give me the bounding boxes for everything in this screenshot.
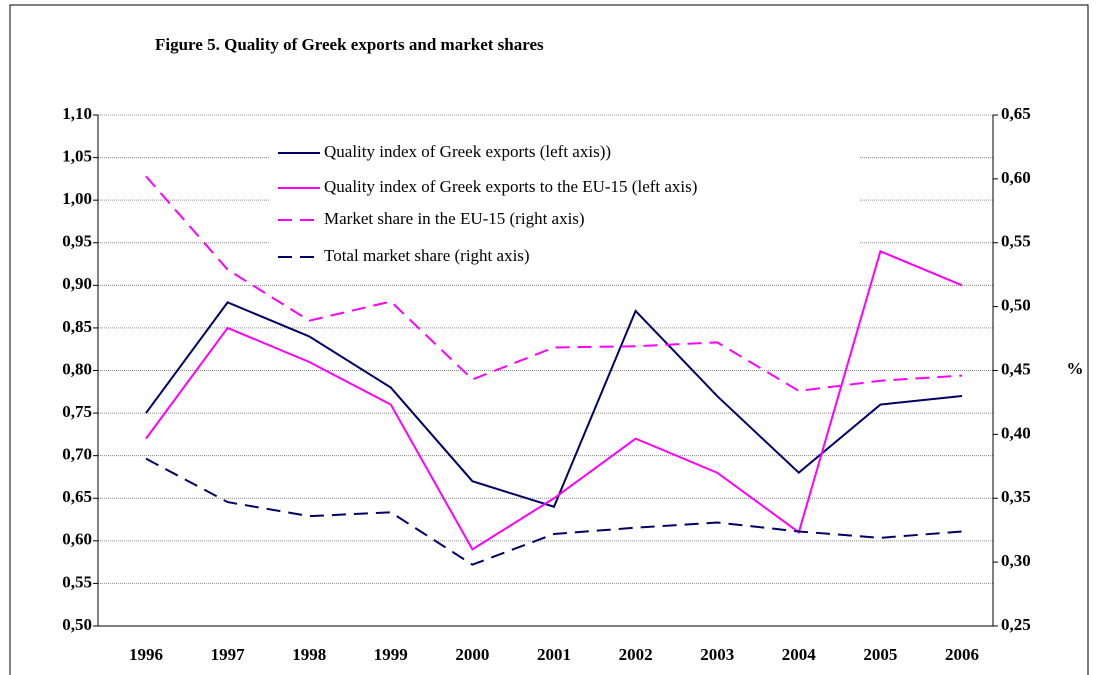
frame xyxy=(9,4,1089,675)
y-tick-label: 0,50 xyxy=(62,615,92,634)
series-line xyxy=(145,175,963,392)
y-tick-label: 1,10 xyxy=(62,104,92,123)
legend-label: Market share in the EU-15 (right axis) xyxy=(324,209,585,228)
y2-tick-label: 0,65 xyxy=(1001,104,1031,123)
y-tick-label: 0,75 xyxy=(62,402,92,421)
y2-tick-label: 0,45 xyxy=(1001,359,1031,378)
x-tick-label: 1998 xyxy=(292,645,326,664)
y2-tick-label: 0,55 xyxy=(1001,232,1031,251)
x-tick-label: 2000 xyxy=(455,645,489,664)
x-tick-label: 1999 xyxy=(374,645,408,664)
legend-label: Total market share (right axis) xyxy=(324,246,530,265)
y-tick-label: 0,85 xyxy=(62,317,92,336)
y2-tick-label: 0,50 xyxy=(1001,296,1031,315)
y-tick-label: 0,95 xyxy=(62,232,92,251)
x-tick-label: 2003 xyxy=(700,645,734,664)
y-tick-label: 1,00 xyxy=(62,189,92,208)
y-tick-label: 0,60 xyxy=(62,530,92,549)
x-tick-label: 2005 xyxy=(863,645,897,664)
series-line xyxy=(145,301,963,508)
x-tick-label: 2001 xyxy=(537,645,571,664)
y2-tick-label: 0,35 xyxy=(1001,487,1031,506)
y2-tick-label: 0,40 xyxy=(1001,423,1031,442)
y2-tick-label: 0,60 xyxy=(1001,168,1031,187)
y2-tick-label: 0,25 xyxy=(1001,615,1031,634)
y2-tick-label: 0,30 xyxy=(1001,551,1031,570)
y-tick-label: 0,70 xyxy=(62,445,92,464)
legend-box xyxy=(270,138,860,272)
y-tick-label: 1,05 xyxy=(62,146,92,165)
x-tick-label: 1996 xyxy=(129,645,163,664)
x-tick-label: 2002 xyxy=(619,645,653,664)
y-tick-label: 0,55 xyxy=(62,572,92,591)
y-tick-label: 0,65 xyxy=(62,487,92,506)
series-line xyxy=(145,249,963,551)
chart-title: Figure 5. Quality of Greek exports and m… xyxy=(155,35,544,54)
y-tick-label: 0,90 xyxy=(62,274,92,293)
legend-label: Quality index of Greek exports (left axi… xyxy=(324,142,611,161)
series-line xyxy=(145,457,963,566)
x-tick-label: 2006 xyxy=(945,645,979,664)
legend-label: Quality index of Greek exports to the EU… xyxy=(324,177,697,196)
x-tick-label: 1997 xyxy=(211,645,246,664)
y2-axis-label: % xyxy=(1067,359,1084,378)
x-tick-label: 2004 xyxy=(782,645,817,664)
y-tick-label: 0,80 xyxy=(62,359,92,378)
